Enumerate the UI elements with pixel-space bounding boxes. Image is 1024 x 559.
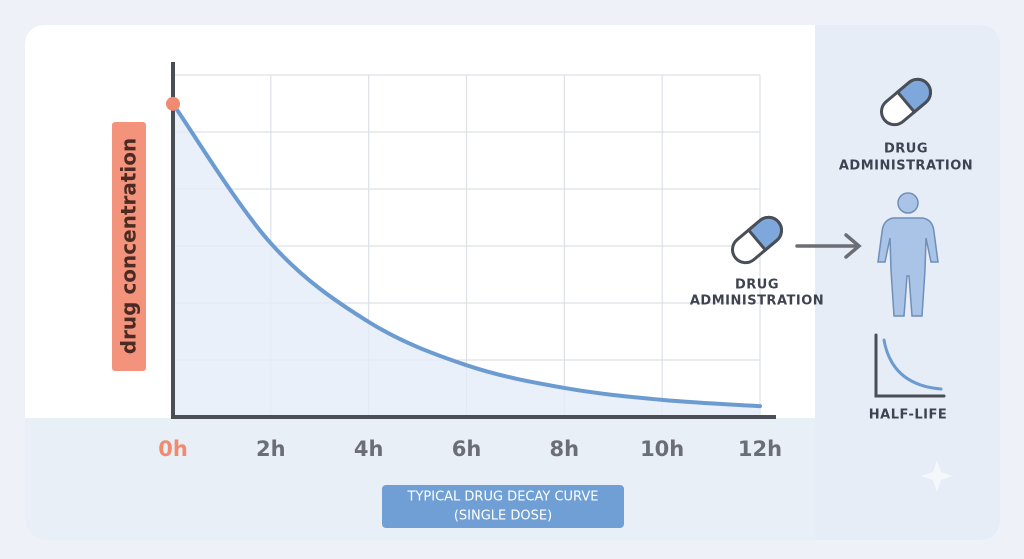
x-tick-label: 2h [256, 437, 286, 461]
start-point [166, 96, 180, 111]
pill-label: ADMINISTRATION [690, 294, 824, 309]
side-panel [815, 25, 1000, 540]
caption: TYPICAL DRUG DECAY CURVE [407, 490, 599, 505]
caption: (SINGLE DOSE) [454, 509, 552, 524]
area-fill [173, 103, 760, 418]
sparkle [921, 460, 953, 492]
x-tick-label: 0h [158, 437, 188, 461]
x-tick-label: 10h [640, 437, 684, 461]
y-axis-label: drug concentration [117, 138, 141, 355]
pill-icon [880, 77, 932, 127]
top-label: DRUG [884, 142, 928, 157]
pill-label: DRUG [735, 278, 779, 293]
half-life-icon [874, 333, 946, 398]
person-icon [877, 192, 939, 317]
decay-curve [171, 101, 762, 409]
half-life-label: HALF-LIFE [869, 408, 947, 423]
pill-icon [731, 215, 783, 265]
arrow [795, 233, 862, 259]
top-label: ADMINISTRATION [839, 159, 973, 174]
x-tick-label: 8h [550, 437, 580, 461]
y-label-box [112, 122, 146, 371]
x-tick-label: 4h [354, 437, 384, 461]
x-tick-label: 6h [452, 437, 482, 461]
caption-box [382, 485, 624, 528]
x-tick-label: 12h [738, 437, 782, 461]
